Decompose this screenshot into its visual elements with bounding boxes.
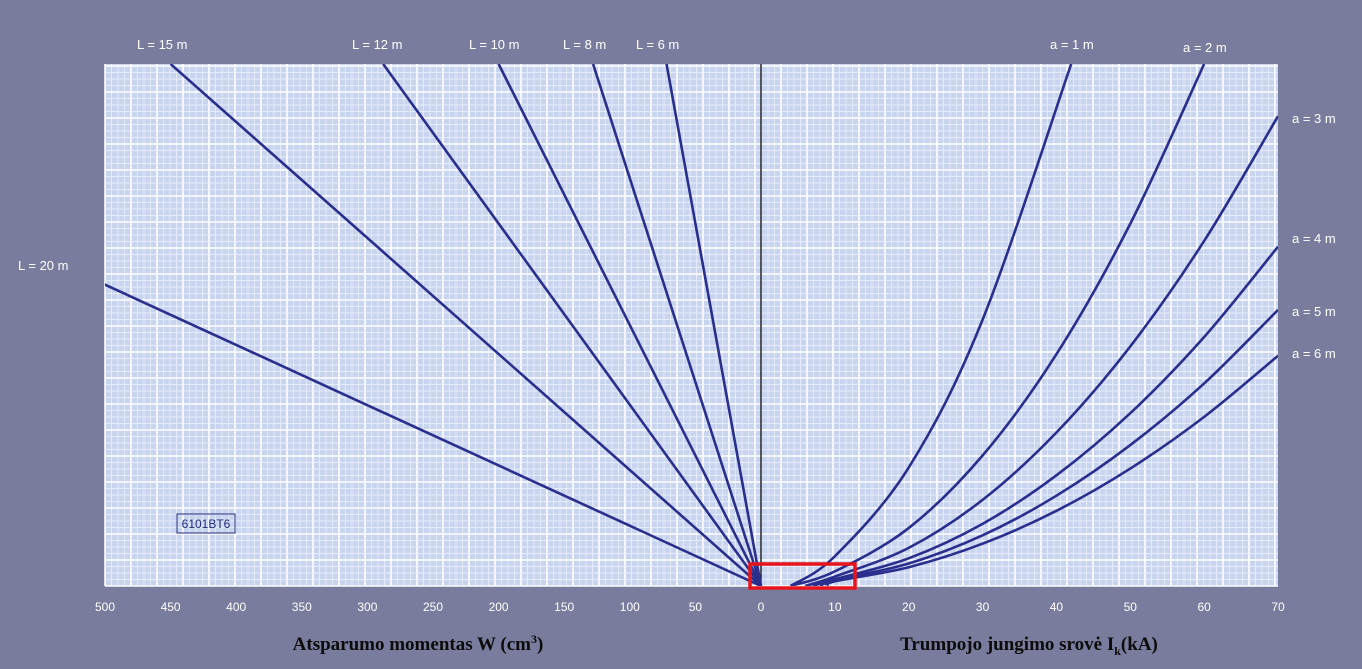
series-label: a = 2 m bbox=[1183, 40, 1227, 55]
series-label: a = 4 m bbox=[1292, 231, 1336, 246]
stamp: 6101BT6 bbox=[176, 513, 236, 534]
series-line bbox=[591, 64, 763, 586]
series-label: a = 3 m bbox=[1292, 111, 1336, 126]
tick-label: 20 bbox=[902, 600, 916, 614]
stamp-label: 6101BT6 bbox=[182, 517, 231, 531]
tick-label: 150 bbox=[554, 600, 574, 614]
tick-label: 0 bbox=[758, 600, 765, 614]
left-axis-title-end: ) bbox=[537, 634, 543, 655]
series-label: L = 12 m bbox=[352, 37, 402, 52]
right-axis-title-main: Trumpojo jungimo srovė I bbox=[900, 634, 1114, 655]
series-label: L = 20 m bbox=[18, 258, 68, 273]
tick-label: 500 bbox=[95, 600, 115, 614]
series-labels: L = 20 m L = 15 m L = 12 m L = 10 m L = 8 m L… bbox=[18, 37, 1336, 361]
series-line bbox=[105, 283, 762, 586]
series-line bbox=[497, 64, 763, 586]
series-label: a = 1 m bbox=[1050, 37, 1094, 52]
right-axis-title-end: (kA) bbox=[1121, 634, 1158, 655]
left-axis-title-main: Atsparumo momentas W (cm bbox=[293, 634, 532, 655]
series-line bbox=[804, 115, 1278, 586]
tick-label: 200 bbox=[489, 600, 509, 614]
series-line bbox=[382, 64, 763, 586]
highlight-box bbox=[748, 562, 857, 590]
tick-label: 70 bbox=[1271, 600, 1285, 614]
tick-label: 40 bbox=[1050, 600, 1064, 614]
series-label: L = 8 m bbox=[563, 37, 606, 52]
series-label: a = 6 m bbox=[1292, 346, 1336, 361]
tick-label: 30 bbox=[976, 600, 990, 614]
left-series-group bbox=[105, 64, 763, 586]
tick-label: 100 bbox=[620, 600, 640, 614]
tick-label: 50 bbox=[1124, 600, 1138, 614]
tick-label: 10 bbox=[828, 600, 842, 614]
tick-label: 450 bbox=[161, 600, 181, 614]
tick-label: 250 bbox=[423, 600, 443, 614]
right-axis-title-sub: k bbox=[1114, 644, 1121, 658]
series-line bbox=[819, 308, 1278, 586]
stamp-frame bbox=[176, 513, 236, 534]
tick-label: 400 bbox=[226, 600, 246, 614]
tick-label: 60 bbox=[1197, 600, 1211, 614]
series-line bbox=[169, 64, 762, 586]
series-label: L = 10 m bbox=[469, 37, 519, 52]
series-line bbox=[789, 64, 1073, 586]
series-line bbox=[825, 354, 1278, 586]
tick-label: 350 bbox=[292, 600, 312, 614]
right-axis-title: Trumpojo jungimo srovė Ik(kA) bbox=[900, 634, 1158, 658]
series-label: L = 6 m bbox=[636, 37, 679, 52]
tick-label: 300 bbox=[357, 600, 377, 614]
plot-background bbox=[105, 64, 1278, 586]
series-label: a = 5 m bbox=[1292, 304, 1336, 319]
tick-label: 50 bbox=[689, 600, 703, 614]
tick-labels: 500 450 400 350 300 250 200 150 100 50 0 10 20 30 40 50… bbox=[95, 600, 1285, 614]
left-axis-title-sup: 3 bbox=[531, 632, 537, 646]
series-label: L = 15 m bbox=[137, 37, 187, 52]
grid bbox=[104, 64, 1278, 587]
left-axis-title: Atsparumo momentas W (cm3) bbox=[293, 632, 544, 655]
series-line bbox=[665, 64, 763, 586]
